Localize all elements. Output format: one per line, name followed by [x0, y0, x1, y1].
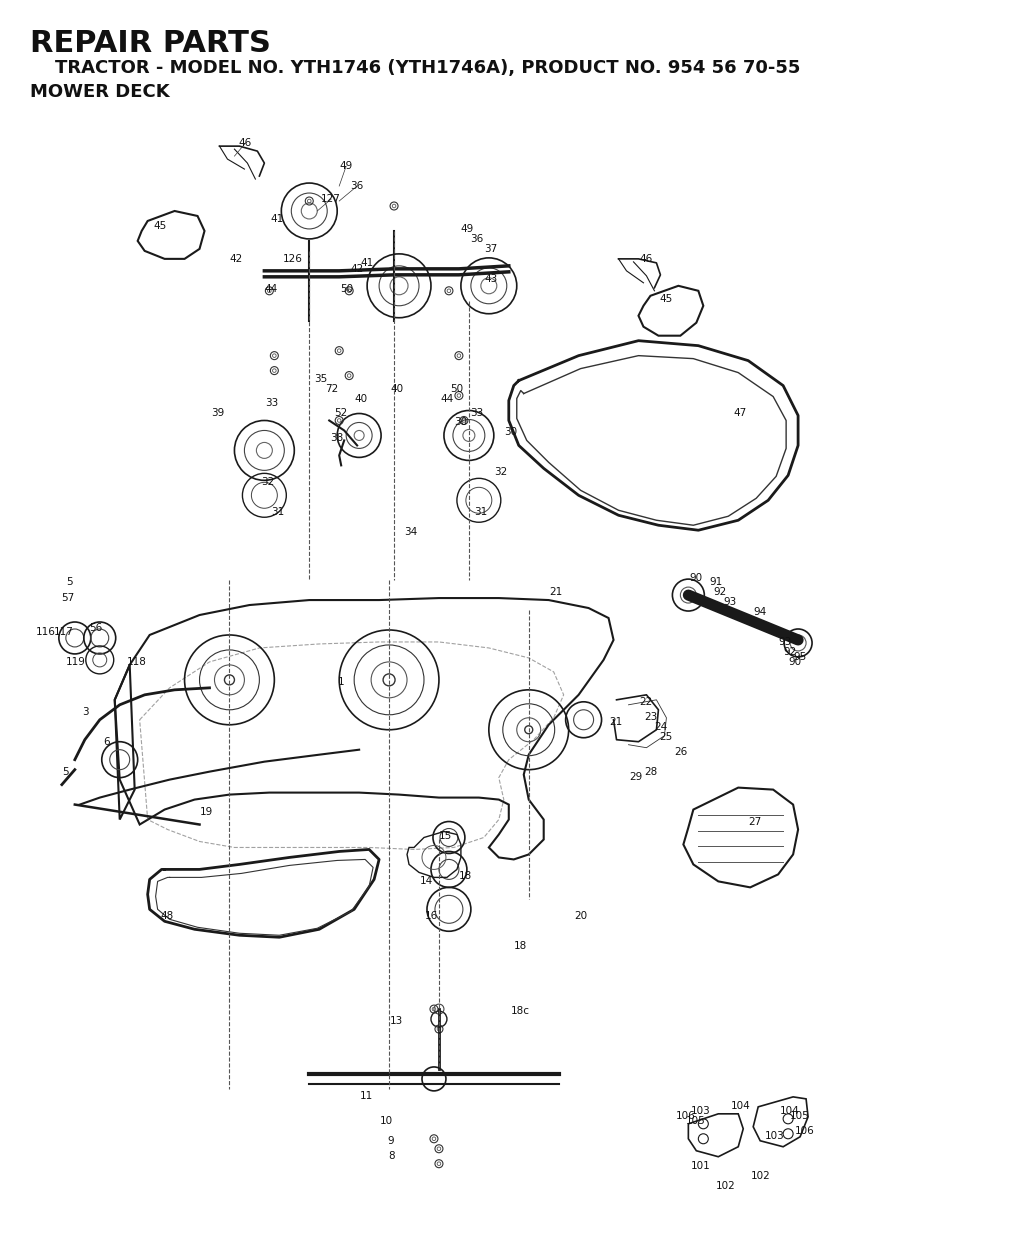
Text: 57: 57: [61, 593, 75, 603]
Text: 27: 27: [749, 816, 762, 826]
Text: 46: 46: [640, 254, 653, 264]
Text: 21: 21: [609, 716, 623, 726]
Text: 56: 56: [89, 623, 102, 633]
Text: 40: 40: [354, 394, 368, 404]
Text: 49: 49: [460, 224, 473, 234]
Text: TRACTOR - MODEL NO. YTH1746 (YTH1746A), PRODUCT NO. 954 56 70-55: TRACTOR - MODEL NO. YTH1746 (YTH1746A), …: [30, 60, 801, 77]
Text: 5: 5: [62, 766, 70, 776]
Text: 42: 42: [229, 254, 243, 264]
Text: 28: 28: [644, 766, 657, 776]
Text: 118: 118: [127, 657, 146, 667]
Text: 21: 21: [549, 587, 562, 597]
Text: 92: 92: [783, 647, 797, 657]
Text: REPAIR PARTS: REPAIR PARTS: [30, 30, 270, 59]
Text: 23: 23: [644, 711, 657, 721]
Text: 40: 40: [390, 384, 403, 394]
Text: 103: 103: [765, 1131, 785, 1141]
Text: 41: 41: [270, 214, 284, 224]
Text: 93: 93: [724, 597, 737, 607]
Text: 32: 32: [495, 467, 508, 477]
Text: 38: 38: [331, 434, 344, 444]
Text: 105: 105: [685, 1116, 706, 1126]
Text: 16: 16: [424, 911, 437, 921]
Text: 48: 48: [160, 911, 173, 921]
Text: 46: 46: [239, 138, 252, 148]
Text: 19: 19: [200, 806, 213, 816]
Text: 36: 36: [470, 234, 483, 244]
Text: 104: 104: [730, 1101, 751, 1111]
Text: 35: 35: [314, 374, 328, 384]
Text: 18: 18: [514, 941, 527, 951]
Text: 116: 116: [36, 627, 56, 637]
Text: 33: 33: [470, 407, 483, 417]
Text: 72: 72: [326, 384, 339, 394]
Text: 50: 50: [451, 384, 464, 394]
Text: 90: 90: [788, 657, 802, 667]
Text: 31: 31: [474, 507, 487, 517]
Text: 18c: 18c: [511, 1006, 530, 1015]
Text: 6: 6: [103, 736, 110, 746]
Text: 37: 37: [484, 244, 498, 254]
Text: 39: 39: [211, 407, 224, 417]
Text: 117: 117: [54, 627, 74, 637]
Text: 42: 42: [350, 264, 364, 274]
Text: MOWER DECK: MOWER DECK: [30, 83, 170, 101]
Text: 33: 33: [265, 397, 278, 407]
Text: 43: 43: [484, 274, 498, 284]
Text: 50: 50: [341, 284, 353, 294]
Text: 105: 105: [791, 1111, 810, 1121]
Text: 47: 47: [733, 407, 746, 417]
Text: 45: 45: [153, 221, 166, 231]
Text: 14: 14: [420, 876, 432, 886]
Text: 9: 9: [388, 1136, 394, 1146]
Text: 106: 106: [796, 1126, 815, 1136]
Text: 24: 24: [653, 721, 667, 731]
Text: 93: 93: [778, 637, 792, 647]
Text: 119: 119: [66, 657, 86, 667]
Text: 8: 8: [388, 1151, 394, 1161]
Text: 20: 20: [574, 911, 587, 921]
Text: 22: 22: [639, 697, 652, 706]
Text: 92: 92: [714, 587, 727, 597]
Text: 44: 44: [440, 394, 454, 404]
Text: 3: 3: [83, 706, 89, 716]
Text: 45: 45: [659, 294, 673, 304]
Text: 103: 103: [690, 1106, 711, 1116]
Text: 44: 44: [265, 284, 278, 294]
Text: 101: 101: [690, 1161, 711, 1171]
Text: 10: 10: [380, 1116, 392, 1126]
Text: 30: 30: [504, 427, 517, 437]
Text: 36: 36: [350, 181, 364, 191]
Text: 102: 102: [716, 1181, 735, 1191]
Text: 91: 91: [710, 577, 723, 587]
Text: 106: 106: [676, 1111, 695, 1121]
Text: 104: 104: [780, 1106, 800, 1116]
Text: 126: 126: [283, 254, 302, 264]
Text: 31: 31: [270, 507, 284, 517]
Text: 102: 102: [751, 1171, 770, 1181]
Text: 94: 94: [754, 607, 767, 617]
Text: 95: 95: [794, 652, 807, 662]
Text: 30: 30: [455, 417, 468, 427]
Text: 25: 25: [658, 731, 672, 741]
Text: 34: 34: [404, 527, 418, 537]
Text: 26: 26: [674, 746, 687, 756]
Text: 18: 18: [460, 871, 472, 881]
Text: 5: 5: [67, 577, 73, 587]
Text: 90: 90: [690, 573, 702, 583]
Text: 52: 52: [335, 407, 348, 417]
Text: 29: 29: [629, 771, 642, 781]
Text: 32: 32: [261, 477, 274, 487]
Text: 11: 11: [359, 1090, 373, 1101]
Text: 15: 15: [439, 831, 453, 841]
Text: 127: 127: [322, 194, 341, 204]
Text: 41: 41: [360, 258, 374, 268]
Text: 49: 49: [340, 161, 353, 171]
Text: 13: 13: [389, 1015, 402, 1025]
Text: 1: 1: [338, 677, 344, 687]
